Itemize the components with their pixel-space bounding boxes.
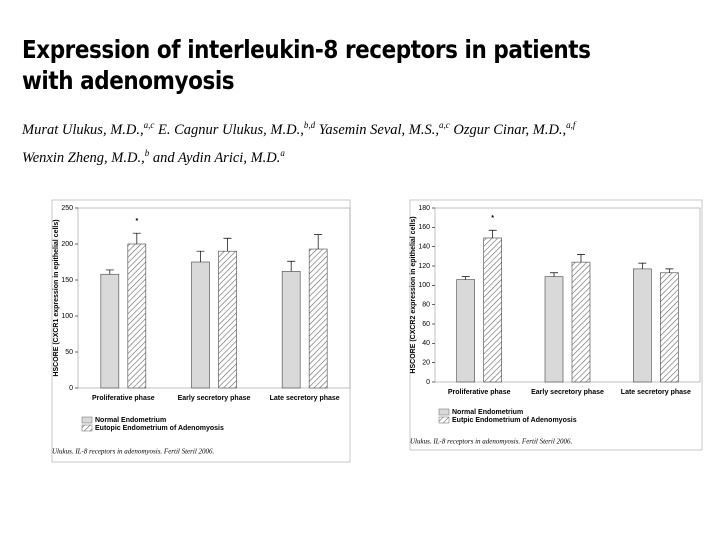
legend-label: Eutpic Endometrium of Adenomyosis xyxy=(452,417,577,424)
legend-label: Normal Endometrium xyxy=(452,409,523,416)
bar xyxy=(127,243,147,389)
bar xyxy=(308,248,328,389)
x-tick-label: Early secretory phase xyxy=(531,389,604,396)
y-tick-label: 40 xyxy=(422,340,430,347)
author-line: Wenxin Zheng, M.D.,b and Aydin Arici, M.… xyxy=(22,142,575,170)
error-bar xyxy=(577,254,585,263)
author-affiliation: b,d xyxy=(303,120,316,130)
legend-label: Normal Endometrium xyxy=(95,417,166,424)
y-axis-label: HSCORE (CXCR1 expression in epithelial c… xyxy=(53,219,60,376)
error-bar xyxy=(196,250,205,262)
bar xyxy=(218,250,237,389)
legend-swatch xyxy=(81,416,93,424)
x-tick-label: Proliferative phase xyxy=(448,389,511,396)
error-bar xyxy=(550,272,558,277)
author-name: Yasemin Seval, M.S., xyxy=(318,121,439,138)
author-name: E. Cagnur Ulukus, M.D., xyxy=(158,121,304,138)
author-name: Murat Ulukus, M.D., xyxy=(22,121,144,138)
author-name: and Aydin Arici, M.D. xyxy=(152,149,281,166)
annotation: * xyxy=(491,215,494,222)
error-bar xyxy=(665,268,674,273)
bar xyxy=(100,273,120,389)
author-name: Ozgur Cinar, M.D., xyxy=(453,121,567,138)
y-tick-label: 250 xyxy=(61,205,73,212)
error-bar xyxy=(223,237,232,252)
y-tick-label: 140 xyxy=(418,244,430,251)
legend-swatch xyxy=(438,408,450,416)
y-tick-label: 100 xyxy=(61,313,73,320)
error-bar xyxy=(461,276,470,280)
legend-label: Eutopic Endometrium of Adenomyosis xyxy=(95,425,224,432)
caption: Ulukus. IL-8 receptors in adenomyosis. F… xyxy=(410,438,573,446)
error-bar xyxy=(314,234,323,250)
author-name: Wenxin Zheng, M.D., xyxy=(22,149,145,166)
annotation: * xyxy=(135,218,138,225)
author-affiliation: a xyxy=(280,147,285,158)
y-tick-label: 80 xyxy=(422,302,430,309)
y-tick-label: 60 xyxy=(422,321,430,328)
author-affiliation: a,c xyxy=(143,120,155,130)
author-affiliation: a,c xyxy=(439,120,450,130)
plot-frame xyxy=(434,207,701,383)
y-tick-label: 150 xyxy=(61,277,73,284)
error-bar xyxy=(105,269,114,275)
y-tick-label: 0 xyxy=(426,379,430,386)
y-tick-label: 200 xyxy=(61,241,73,248)
bar xyxy=(191,261,210,389)
y-tick-label: 120 xyxy=(418,263,430,270)
y-tick-label: 20 xyxy=(422,360,430,367)
x-tick-label: Late secretory phase xyxy=(621,389,691,396)
bar xyxy=(633,268,652,383)
bar xyxy=(544,276,564,383)
author-affiliation: a,f xyxy=(566,120,576,130)
x-tick-label: Proliferative phase xyxy=(92,395,155,402)
error-bar xyxy=(132,232,141,244)
y-tick-label: 100 xyxy=(418,282,430,289)
chart-frame xyxy=(409,199,703,451)
bar xyxy=(281,271,301,389)
error-bar xyxy=(488,229,497,238)
title-line: with adenomyosis xyxy=(22,66,235,95)
x-tick-label: Early secretory phase xyxy=(178,395,251,402)
y-tick-label: 0 xyxy=(69,385,73,392)
plot-frame xyxy=(77,207,351,389)
y-tick-label: 50 xyxy=(65,349,73,356)
y-axis-label: HSCORE (CXCR2 expression in epithelial c… xyxy=(410,216,417,373)
authors: Murat Ulukus, M.D.,a,c E. Cagnur Ulukus,… xyxy=(22,114,575,170)
bar xyxy=(571,261,591,383)
caption: Ulukus. IL-8 receptors in adenomyosis. F… xyxy=(52,448,215,456)
error-bar xyxy=(287,260,296,272)
author-line: Murat Ulukus, M.D.,a,c E. Cagnur Ulukus,… xyxy=(22,114,575,142)
title-line: Expression of interleukin-8 receptors in… xyxy=(22,35,591,64)
y-tick-label: 180 xyxy=(418,205,430,212)
error-bar xyxy=(638,262,647,269)
legend-swatch xyxy=(438,416,450,424)
x-tick-label: Late secretory phase xyxy=(270,395,340,402)
legend-swatch xyxy=(81,424,93,432)
title: Expression of interleukin-8 receptors in… xyxy=(22,34,591,96)
bar xyxy=(660,272,679,383)
bar xyxy=(483,237,502,383)
author-affiliation: b xyxy=(144,147,150,158)
y-tick-label: 160 xyxy=(418,224,430,231)
bar xyxy=(456,279,475,383)
